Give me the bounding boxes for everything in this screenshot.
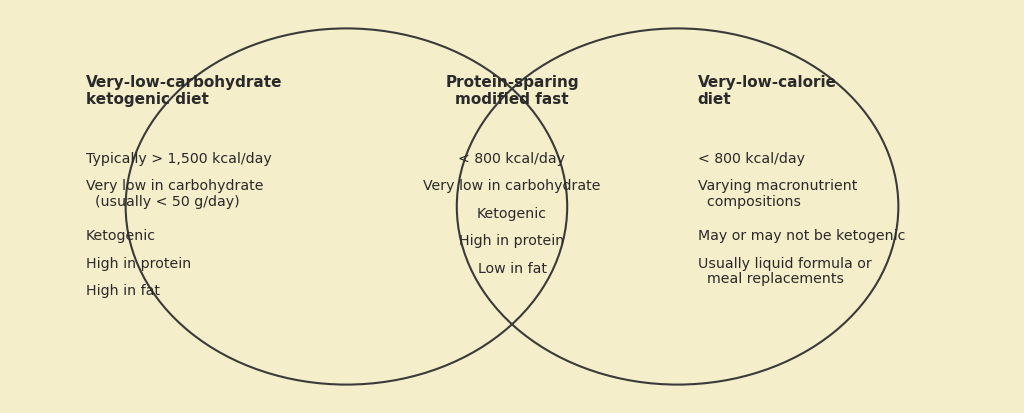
- Text: Very low in carbohydrate
  (usually < 50 g/day): Very low in carbohydrate (usually < 50 g…: [85, 179, 263, 209]
- Text: Typically > 1,500 kcal/day: Typically > 1,500 kcal/day: [85, 152, 271, 166]
- Text: May or may not be ketogenic: May or may not be ketogenic: [697, 229, 905, 243]
- Text: Very low in carbohydrate: Very low in carbohydrate: [423, 179, 601, 193]
- Text: Protein-sparing
modified fast: Protein-sparing modified fast: [445, 75, 579, 107]
- Text: Ketogenic: Ketogenic: [477, 207, 547, 221]
- Text: High in fat: High in fat: [85, 284, 160, 298]
- Text: Low in fat: Low in fat: [477, 262, 547, 276]
- Text: < 800 kcal/day: < 800 kcal/day: [697, 152, 805, 166]
- Text: Ketogenic: Ketogenic: [85, 229, 156, 243]
- Text: Usually liquid formula or
  meal replacements: Usually liquid formula or meal replaceme…: [697, 257, 871, 286]
- Text: < 800 kcal/day: < 800 kcal/day: [459, 152, 565, 166]
- Text: High in protein: High in protein: [460, 235, 564, 249]
- Text: Very-low-carbohydrate
ketogenic diet: Very-low-carbohydrate ketogenic diet: [85, 75, 282, 107]
- Text: High in protein: High in protein: [85, 257, 190, 271]
- Text: Very-low-calorie
diet: Very-low-calorie diet: [697, 75, 837, 107]
- Text: Varying macronutrient
  compositions: Varying macronutrient compositions: [697, 179, 857, 209]
